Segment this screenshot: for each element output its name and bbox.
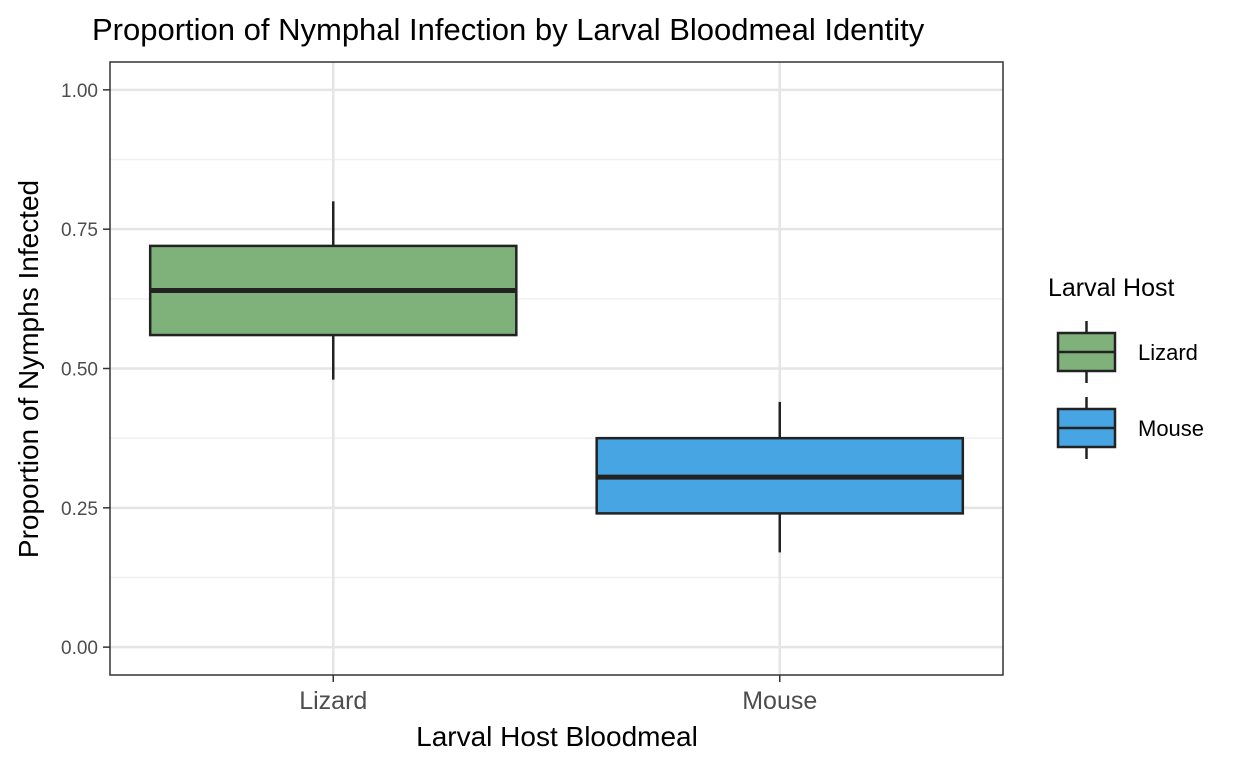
plot-area: 0.00 0.25 0.50 0.75 1.00 Lizard Mouse	[61, 61, 1004, 715]
box-mouse	[595, 401, 965, 553]
x-tick-label: Lizard	[299, 687, 367, 715]
legend: Larval Host Lizard Mouse	[1048, 274, 1204, 459]
y-tick-label: 0.75	[61, 220, 98, 241]
legend-label: Lizard	[1138, 340, 1198, 365]
legend-key-lizard	[1056, 321, 1117, 383]
legend-title: Larval Host	[1048, 274, 1174, 302]
legend-label: Mouse	[1138, 416, 1204, 441]
x-tick-label: Mouse	[742, 687, 817, 715]
y-axis-title: Proportion of Nymphs Infected	[13, 180, 44, 558]
legend-key-mouse	[1056, 397, 1117, 459]
box-lizard	[148, 201, 518, 380]
x-axis-title: Larval Host Bloodmeal	[416, 721, 698, 752]
chart-title: Proportion of Nymphal Infection by Larva…	[92, 12, 925, 47]
y-tick-label: 1.00	[61, 81, 98, 102]
y-tick-label: 0.25	[61, 499, 98, 520]
y-tick-label: 0.50	[61, 360, 98, 381]
y-tick-label: 0.00	[61, 638, 98, 659]
